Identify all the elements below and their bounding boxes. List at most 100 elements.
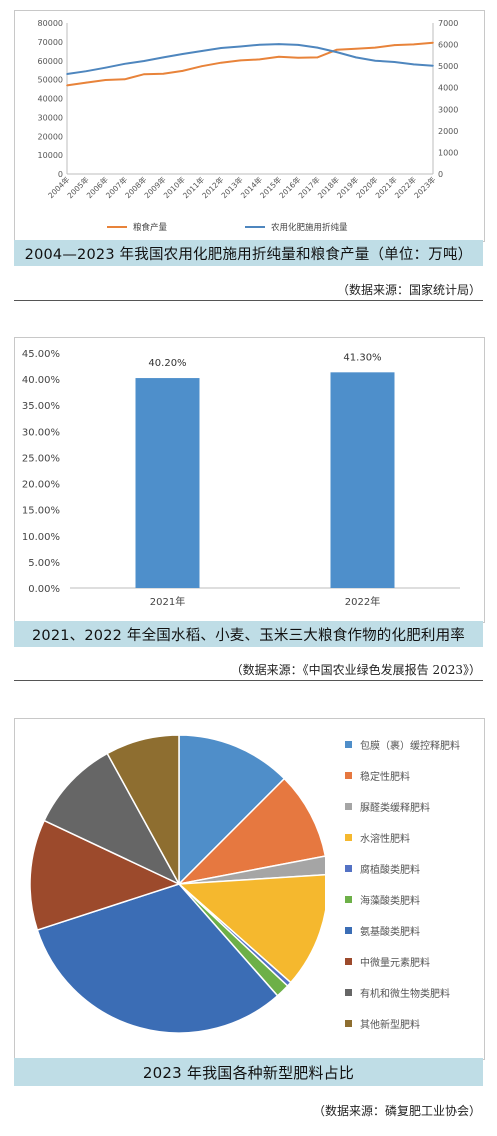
y-left-tick-label: 40000 xyxy=(38,95,63,104)
chart-2-source: （数据来源：《中国农业绿色发展报告 2023》） xyxy=(230,663,481,677)
y-right-tick-label: 4000 xyxy=(438,84,458,93)
pie-legend-item: 中微量元素肥料 xyxy=(345,954,430,969)
pie-slice xyxy=(176,777,325,886)
chart-1-divider xyxy=(14,300,483,301)
legend-label-1: 农用化肥施用折纯量 xyxy=(271,222,348,233)
bar-value-label: 41.30% xyxy=(343,352,381,363)
y-left-tick-label: 10000 xyxy=(38,151,63,160)
pie-legend-item: 脲醛类缓释肥料 xyxy=(345,799,430,814)
series-0-point xyxy=(297,56,300,59)
legend-swatch xyxy=(345,741,352,748)
legend-label: 腐植酸类肥料 xyxy=(360,865,420,876)
x-tick-label: 2022年 xyxy=(345,595,380,608)
pie-slice xyxy=(43,752,181,886)
series-0-point xyxy=(181,70,184,72)
legend-swatch xyxy=(345,989,352,996)
pie-legend-item: 其他新型肥料 xyxy=(345,1016,420,1031)
y-left-tick-label: 30000 xyxy=(38,113,63,122)
chart-1-source: （数据来源：国家统计局） xyxy=(336,283,481,297)
y-right-tick-label: 1000 xyxy=(438,148,458,157)
legend-label: 水溶性肥料 xyxy=(360,834,410,845)
y-left-tick-label: 0 xyxy=(58,170,63,179)
y-tick-label: 45.00% xyxy=(22,349,60,360)
legend-label: 包膜（裹）缓控释肥料 xyxy=(360,741,460,752)
series-1-point xyxy=(335,51,338,53)
series-1-point xyxy=(220,47,222,49)
series-1-point xyxy=(66,73,68,75)
series-1-point xyxy=(432,64,434,67)
pie-slice xyxy=(36,883,279,1034)
chart-3-source: （数据来源：磷复肥工业协会） xyxy=(312,1104,481,1118)
y-tick-label: 30.00% xyxy=(22,427,60,438)
y-right-tick-label: 7000 xyxy=(438,19,458,28)
series-1-point xyxy=(104,66,107,69)
series-line-1 xyxy=(66,43,434,75)
series-0-point xyxy=(162,73,165,75)
legend-label: 氨基酸类肥料 xyxy=(360,927,420,938)
series-1-point xyxy=(239,45,242,48)
series-0-point xyxy=(316,56,319,59)
y-left-tick-label: 50000 xyxy=(38,76,63,85)
series-0-point xyxy=(278,55,280,58)
pie-legend-item: 稳定性肥料 xyxy=(345,768,410,783)
legend-label: 有机和微生物类肥料 xyxy=(360,989,450,1000)
chart-2-caption: 2021、2022 年全国水稻、小麦、玉米三大粮食作物的化肥利用率 xyxy=(14,621,483,647)
line-chart: 0100002000030000400005000060000700008000… xyxy=(38,19,459,233)
y-right-tick-label: 5000 xyxy=(438,62,458,71)
series-0-point xyxy=(66,84,68,87)
bar-value-label: 40.20% xyxy=(148,358,186,369)
series-1-point xyxy=(412,63,415,66)
series-1-point xyxy=(201,50,203,52)
chart-2-divider xyxy=(14,680,483,681)
series-0-point xyxy=(335,49,338,51)
series-0-point xyxy=(201,65,203,67)
series-1-point xyxy=(258,43,261,46)
series-1-point xyxy=(297,44,300,46)
y-tick-label: 20.00% xyxy=(22,480,60,491)
y-left-tick-label: 60000 xyxy=(38,57,63,66)
legend-swatch xyxy=(345,865,352,872)
pie-legend-item: 水溶性肥料 xyxy=(345,830,410,845)
series-0-point xyxy=(143,73,145,75)
series-1-point xyxy=(162,56,165,59)
y-right-tick-label: 0 xyxy=(438,170,443,179)
legend-swatch xyxy=(345,1020,352,1027)
legend-swatch xyxy=(345,958,352,965)
bar-chart-panel: 0.00% 5.00% 10.00% 15.00% 20.00% 25.00% 30.00%… xyxy=(14,337,485,623)
series-1-point xyxy=(278,43,280,45)
series-0-point xyxy=(393,44,396,46)
legend-label: 中微量元素肥料 xyxy=(360,958,430,969)
y-left-tick-label: 20000 xyxy=(38,132,63,141)
series-0-point xyxy=(432,41,434,44)
pie-legend-item: 有机和微生物类肥料 xyxy=(345,985,450,1000)
pie-legend-item: 海藻酸类肥料 xyxy=(345,892,420,907)
pie-slice xyxy=(106,734,180,885)
series-line-0 xyxy=(66,41,434,87)
series-1-point xyxy=(85,70,88,72)
legend-label-0: 粮食产量 xyxy=(133,222,168,233)
y-tick-label: 0.00% xyxy=(28,584,60,595)
y-left-tick-label: 80000 xyxy=(38,19,63,28)
line-chart-panel: 0 10000 20000 30000 40000 50000 60000 70000 8000… xyxy=(14,10,485,242)
pie-legend-item: 腐植酸类肥料 xyxy=(345,861,420,876)
y-right-tick-label: 2000 xyxy=(438,127,458,136)
y-tick-label: 40.00% xyxy=(22,375,60,386)
legend-label: 脲醛类缓释肥料 xyxy=(360,803,430,814)
series-1-point xyxy=(124,63,126,65)
chart-1-caption: 2004—2023 年我国农用化肥施用折纯量和粮食产量（单位：万吨） xyxy=(14,240,483,266)
pie-slice xyxy=(177,874,325,984)
series-1-point xyxy=(393,61,396,63)
pie-slice xyxy=(29,819,182,931)
series-0-point xyxy=(258,58,261,61)
series-0-point xyxy=(85,81,88,84)
bar xyxy=(135,378,200,588)
legend-swatch xyxy=(345,834,352,841)
x-tick-label: 2021年 xyxy=(150,595,185,608)
series-0-point xyxy=(355,47,357,50)
pie-chart xyxy=(29,734,325,1034)
bar-chart: 0.00% 5.00% 10.00% 15.00% 20.00% 25.00% 30.00%… xyxy=(22,349,460,608)
bar xyxy=(330,372,395,588)
legend-swatch xyxy=(345,896,352,903)
series-0-point xyxy=(412,43,415,46)
series-0-point xyxy=(124,78,126,81)
